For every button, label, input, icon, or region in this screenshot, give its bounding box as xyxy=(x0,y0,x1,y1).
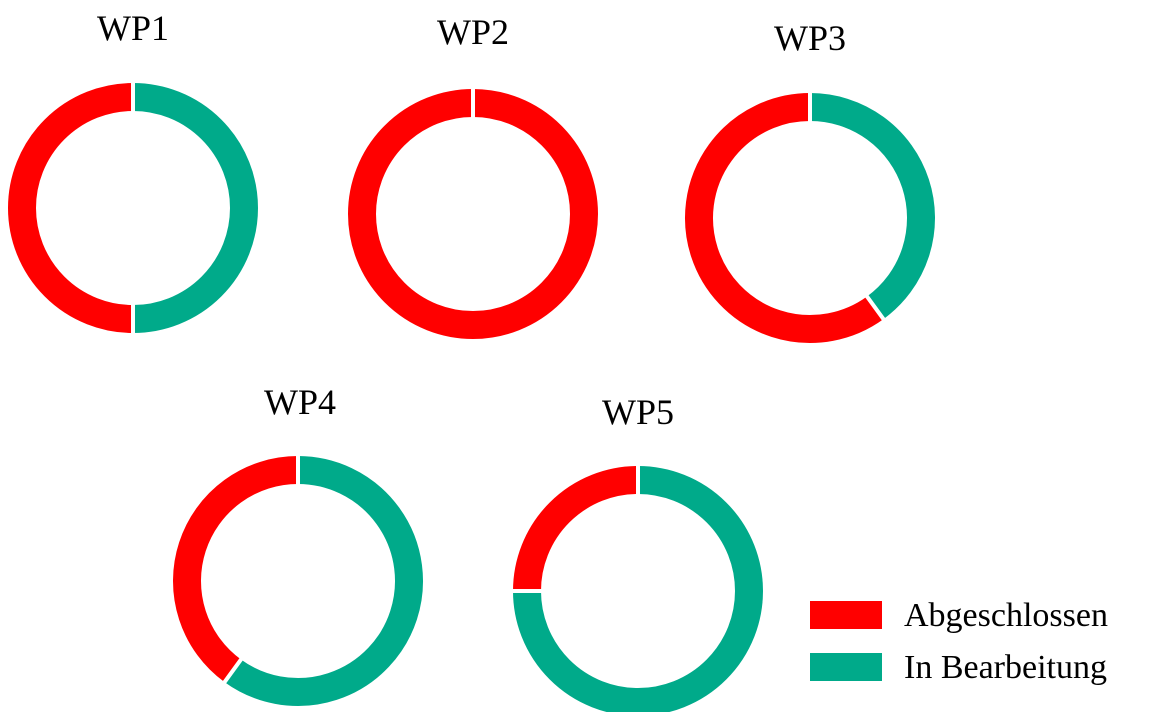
slice-in-bearbeitung xyxy=(513,466,763,712)
chart-title: WP4 xyxy=(264,382,336,422)
slice-in-bearbeitung xyxy=(809,93,935,320)
donut-wp5: WP5 xyxy=(512,392,763,712)
slice-abgeschlossen xyxy=(348,89,598,339)
slice-in-bearbeitung xyxy=(132,83,258,333)
legend: Abgeschlossen In Bearbeitung xyxy=(810,597,1108,686)
legend-label-in-bearbeitung: In Bearbeitung xyxy=(904,649,1107,686)
chart-title: WP5 xyxy=(602,392,674,432)
chart-title: WP1 xyxy=(97,8,169,48)
legend-label-abgeschlossen: Abgeschlossen xyxy=(904,597,1108,634)
charts-group: WP1 WP2 WP3 WP4 WP5 xyxy=(8,8,935,712)
donut-wp3: WP3 xyxy=(685,18,935,343)
chart-title: WP3 xyxy=(774,18,846,58)
slice-abgeschlossen xyxy=(173,456,299,683)
slice-separator xyxy=(864,294,886,322)
chart-title: WP2 xyxy=(437,12,509,52)
donut-wp4: WP4 xyxy=(173,382,423,706)
legend-swatch-abgeschlossen xyxy=(810,601,882,629)
slice-in-bearbeitung xyxy=(224,456,423,706)
donut-wp1: WP1 xyxy=(8,8,258,334)
slice-abgeschlossen xyxy=(8,83,134,333)
donut-wp2: WP2 xyxy=(348,12,598,339)
legend-swatch-in-bearbeitung xyxy=(810,653,882,681)
slice-abgeschlossen xyxy=(685,93,884,343)
slice-separator xyxy=(222,657,244,685)
slice-abgeschlossen xyxy=(513,466,639,592)
